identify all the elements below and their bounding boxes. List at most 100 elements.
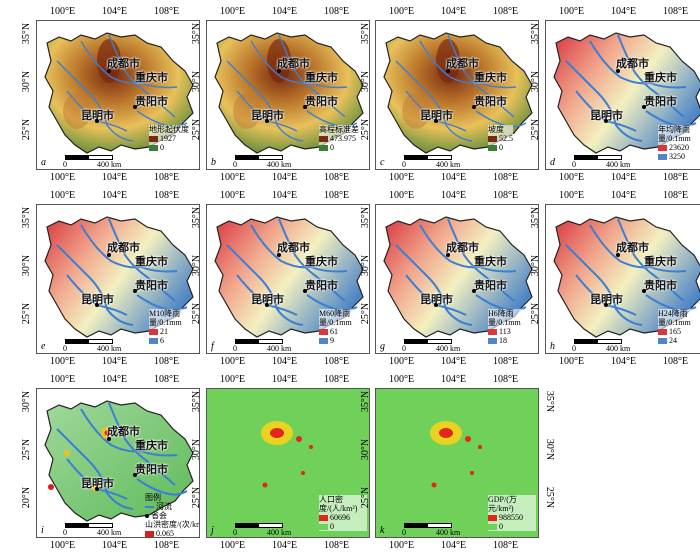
capital-marker	[434, 303, 438, 307]
map-canvas	[553, 32, 700, 154]
lon-tick-top: 100°E	[220, 374, 246, 385]
lon-tick-top: 104°E	[102, 6, 128, 17]
lon-tick-bottom: 100°E	[389, 172, 415, 183]
river-line	[108, 218, 176, 302]
panel-letter: a	[41, 157, 46, 168]
lon-tick-bottom: 108°E	[324, 540, 350, 551]
legend-max: 60696	[330, 513, 350, 522]
river-line	[136, 478, 188, 496]
river-line	[108, 402, 176, 486]
city-label-chengdu: 成都市	[446, 242, 479, 254]
city-label-chengdu: 成都市	[107, 58, 140, 70]
lat-tick-left: 25°N	[21, 302, 33, 325]
scale-label: 400 km	[97, 344, 122, 353]
lat-tick-left: 25°N	[360, 302, 372, 325]
city-label-chongqing: 重庆市	[135, 72, 168, 84]
lon-tick-bottom: 100°E	[220, 540, 246, 551]
legend-swatch-low	[658, 154, 667, 161]
scale-label: 400 km	[436, 528, 461, 537]
lat-tick-left: 30°N	[21, 390, 33, 413]
legend-max: 1927	[160, 134, 176, 143]
panel-letter: e	[41, 341, 46, 352]
lat-tick-left: 30°N	[191, 438, 203, 461]
lat-tick-left: 30°N	[360, 254, 372, 277]
city-label-guiyang: 贵阳市	[305, 280, 338, 292]
hotspot-chengdu	[439, 428, 453, 438]
scale-zero: 0	[402, 528, 406, 537]
scale-label: 400 km	[606, 344, 631, 353]
capital-marker	[277, 253, 281, 257]
hotspot-chongqing	[465, 436, 471, 442]
lat-tick-left: 35°N	[360, 206, 372, 229]
scale-label: 400 km	[97, 528, 122, 537]
legend-capital: 省会	[151, 511, 167, 520]
panel-letter: h	[550, 341, 555, 352]
lat-tick-left: 30°N	[530, 254, 542, 277]
river-line	[56, 244, 134, 326]
lon-tick-top: 104°E	[611, 6, 637, 17]
scale-zero: 0	[572, 344, 576, 353]
lon-tick-top: 100°E	[389, 374, 415, 385]
lon-tick-bottom: 108°E	[324, 356, 350, 367]
lat-tick-left: 25°N	[21, 118, 33, 141]
panel-letter: i	[41, 525, 44, 536]
capital-marker	[277, 69, 281, 73]
map-canvas	[44, 32, 194, 154]
lon-tick-top: 108°E	[324, 374, 350, 385]
river-line	[226, 60, 304, 142]
map-panel-i: 100°E 100°E 104°E 104°E 108°E 108°E 30°N 30°N 25…	[21, 374, 216, 552]
legend-min: 0	[499, 522, 503, 531]
lon-tick-top: 104°E	[272, 374, 298, 385]
lon-tick-top: 108°E	[663, 6, 689, 17]
river-line	[419, 224, 517, 273]
legend: 年均降雨量/0.1mm 23620 3250	[658, 125, 700, 161]
scale-label: 400 km	[436, 344, 461, 353]
city-label-chengdu: 成都市	[277, 242, 310, 254]
city-label-chongqing: 重庆市	[644, 256, 677, 268]
scale-zero: 0	[63, 344, 67, 353]
capital-marker	[434, 119, 438, 123]
river-line	[250, 224, 348, 273]
city-label-kunming: 昆明市	[420, 110, 453, 122]
capital-marker	[616, 69, 620, 73]
scale-bar	[235, 523, 283, 528]
lat-tick-right: 35°N	[543, 390, 555, 413]
mid-relief-zone	[233, 93, 261, 129]
capital-marker	[642, 105, 646, 109]
legend-swatch-high	[145, 531, 154, 537]
lat-tick-left: 35°N	[21, 22, 33, 45]
river-line	[419, 40, 517, 89]
lon-tick-bottom: 108°E	[663, 356, 689, 367]
capital-marker	[107, 437, 111, 441]
hotspot-kunming	[262, 482, 268, 488]
legend-swatch-high	[658, 329, 667, 336]
lat-tick-left: 20°N	[21, 486, 33, 509]
lon-tick-top: 108°E	[324, 6, 350, 17]
capital-marker	[133, 105, 137, 109]
river-line	[589, 40, 687, 89]
city-label-chongqing: 重庆市	[135, 256, 168, 268]
legend-min: 6	[160, 336, 164, 345]
capital-marker	[604, 119, 608, 123]
map-canvas	[376, 389, 538, 537]
legend-min: 0	[330, 522, 334, 531]
lon-tick-top: 108°E	[493, 374, 519, 385]
river-line	[589, 224, 687, 273]
lat-tick-left: 25°N	[191, 118, 203, 141]
legend-swatch-high	[319, 515, 328, 522]
legend-swatch-low	[149, 338, 158, 345]
legend-max: 21	[160, 327, 168, 336]
city-label-chengdu: 成都市	[277, 58, 310, 70]
lon-tick-top: 100°E	[559, 6, 585, 17]
lon-tick-bottom: 100°E	[50, 540, 76, 551]
legend-max: 113	[499, 327, 511, 336]
scale-label: 400 km	[267, 528, 292, 537]
lon-tick-top: 104°E	[441, 190, 467, 201]
map-frame: 成都市 重庆市 贵阳市 昆明市 d 0 400 km 年均降雨量/0.1mm 2…	[545, 20, 700, 170]
map-panel-e: 100°E 100°E 104°E 104°E 108°E 108°E 35°N 35°N 30…	[21, 190, 216, 368]
lon-tick-top: 108°E	[154, 190, 180, 201]
map-frame: 成都市 重庆市 贵阳市 昆明市 f 0 400 km M60降雨量/0.1mm …	[206, 204, 370, 354]
capital-marker	[472, 105, 476, 109]
capital-marker	[133, 473, 137, 477]
river-line	[56, 428, 134, 510]
